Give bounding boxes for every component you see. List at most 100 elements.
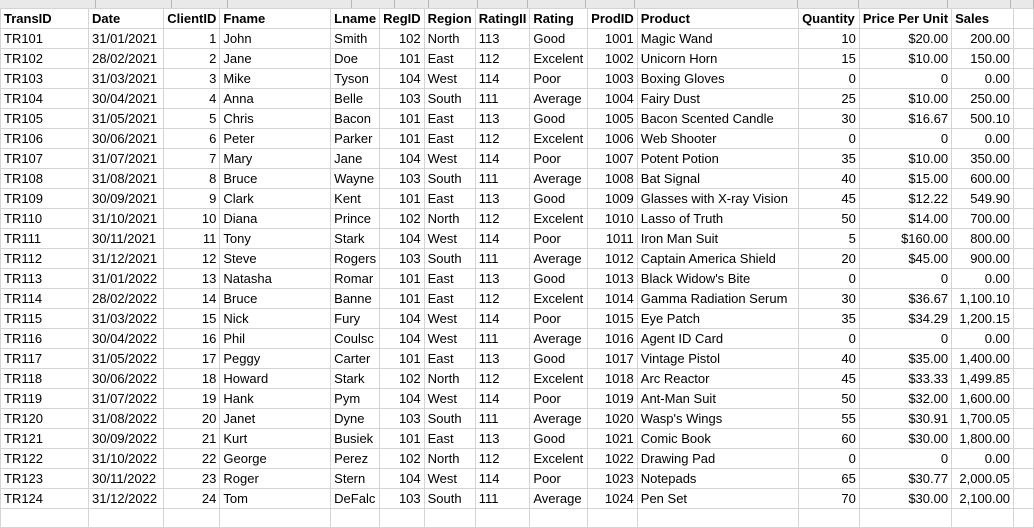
cell-regid[interactable]: 101 [379, 188, 425, 209]
cell-ratingid[interactable]: 113 [474, 188, 531, 209]
cell-sales[interactable]: 1,600.00 [951, 388, 1015, 409]
cell-prodid[interactable]: 1002 [587, 48, 638, 69]
cell-fname[interactable]: Howard [219, 368, 332, 389]
cell-ppu[interactable]: 0 [858, 268, 953, 289]
cell-quantity[interactable]: 70 [798, 488, 860, 509]
cell-region[interactable]: South [423, 408, 476, 429]
cell-fname[interactable]: Natasha [219, 268, 332, 289]
cell-ratingid[interactable]: 112 [474, 128, 531, 149]
cell-lname[interactable]: Stern [330, 468, 381, 489]
cell-prodid[interactable]: 1022 [587, 448, 638, 469]
cell-regid[interactable]: 102 [379, 28, 425, 49]
cell-rating[interactable]: Excelent [529, 48, 589, 69]
cell-rating[interactable]: Good [529, 348, 589, 369]
cell-region[interactable]: West [423, 68, 476, 89]
column-header-5[interactable] [352, 0, 395, 8]
cell-fname[interactable]: Peter [219, 128, 332, 149]
header-cell-regid[interactable]: RegID [379, 8, 425, 29]
cell-clientid[interactable]: 22 [163, 448, 221, 469]
cell-region[interactable]: East [423, 268, 476, 289]
cell-prodid[interactable]: 1012 [587, 248, 638, 269]
cell-extra[interactable] [1013, 168, 1034, 189]
cell-clientid[interactable]: 4 [163, 88, 221, 109]
cell-clientid[interactable]: 1 [163, 28, 221, 49]
cell-clientid[interactable]: 23 [163, 468, 221, 489]
cell-regid[interactable]: 103 [379, 488, 425, 509]
column-header-1[interactable] [0, 0, 96, 8]
cell-sales[interactable]: 200.00 [951, 28, 1015, 49]
cell-ratingid[interactable]: 112 [474, 48, 531, 69]
cell-rating[interactable]: Excelent [529, 208, 589, 229]
cell-sales[interactable]: 0.00 [951, 268, 1015, 289]
cell-fname[interactable] [219, 508, 332, 528]
cell-date[interactable]: 31/12/2022 [88, 488, 165, 509]
cell-extra[interactable] [1013, 508, 1034, 528]
cell-transid[interactable]: TR114 [0, 288, 90, 309]
cell-clientid[interactable]: 24 [163, 488, 221, 509]
cell-ppu[interactable]: $34.29 [858, 308, 953, 329]
cell-regid[interactable]: 104 [379, 388, 425, 409]
cell-extra[interactable] [1013, 48, 1034, 69]
cell-sales[interactable]: 600.00 [951, 168, 1015, 189]
cell-prodid[interactable]: 1005 [587, 108, 638, 129]
cell-clientid[interactable]: 5 [163, 108, 221, 129]
cell-sales[interactable]: 1,200.15 [951, 308, 1015, 329]
cell-extra[interactable] [1013, 368, 1034, 389]
cell-fname[interactable]: Anna [219, 88, 332, 109]
header-cell-region[interactable]: Region [423, 8, 476, 29]
cell-quantity[interactable]: 55 [798, 408, 860, 429]
cell-ppu[interactable] [858, 508, 953, 528]
cell-fname[interactable]: Steve [219, 248, 332, 269]
cell-ppu[interactable]: $30.77 [858, 468, 953, 489]
cell-regid[interactable]: 103 [379, 248, 425, 269]
cell-sales[interactable]: 1,499.85 [951, 368, 1015, 389]
cell-date[interactable]: 31/03/2021 [88, 68, 165, 89]
cell-date[interactable]: 30/11/2021 [88, 228, 165, 249]
cell-quantity[interactable]: 0 [798, 328, 860, 349]
cell-extra[interactable] [1013, 348, 1034, 369]
cell-date[interactable]: 31/12/2021 [88, 248, 165, 269]
header-cell-date[interactable]: Date [88, 8, 165, 29]
cell-ratingid[interactable]: 114 [474, 228, 531, 249]
cell-transid[interactable]: TR109 [0, 188, 90, 209]
cell-rating[interactable]: Poor [529, 228, 589, 249]
cell-rating[interactable]: Excelent [529, 288, 589, 309]
cell-sales[interactable]: 800.00 [951, 228, 1015, 249]
cell-transid[interactable]: TR124 [0, 488, 90, 509]
cell-product[interactable]: Gamma Radiation Serum [636, 288, 800, 309]
cell-product[interactable]: Unicorn Horn [636, 48, 800, 69]
cell-date[interactable]: 28/02/2022 [88, 288, 165, 309]
cell-ppu[interactable]: $12.22 [858, 188, 953, 209]
cell-prodid[interactable]: 1024 [587, 488, 638, 509]
cell-transid[interactable]: TR101 [0, 28, 90, 49]
cell-sales[interactable]: 900.00 [951, 248, 1015, 269]
cell-extra[interactable] [1013, 88, 1034, 109]
cell-ppu[interactable]: 0 [858, 328, 953, 349]
cell-lname[interactable]: Smith [330, 28, 381, 49]
cell-ratingid[interactable]: 114 [474, 68, 531, 89]
cell-quantity[interactable]: 5 [798, 228, 860, 249]
cell-sales[interactable]: 0.00 [951, 328, 1015, 349]
cell-ratingid[interactable]: 111 [474, 408, 531, 429]
cell-fname[interactable]: Mary [219, 148, 332, 169]
cell-sales[interactable]: 0.00 [951, 448, 1015, 469]
header-cell-prodid[interactable]: ProdID [587, 8, 638, 29]
cell-clientid[interactable]: 7 [163, 148, 221, 169]
cell-rating[interactable]: Excelent [529, 368, 589, 389]
cell-product[interactable]: Magic Wand [636, 28, 800, 49]
cell-date[interactable]: 30/06/2022 [88, 368, 165, 389]
cell-prodid[interactable]: 1008 [587, 168, 638, 189]
cell-date[interactable]: 31/05/2022 [88, 348, 165, 369]
cell-prodid[interactable]: 1013 [587, 268, 638, 289]
cell-transid[interactable]: TR123 [0, 468, 90, 489]
cell-prodid[interactable]: 1004 [587, 88, 638, 109]
cell-product[interactable]: Drawing Pad [636, 448, 800, 469]
cell-region[interactable]: East [423, 128, 476, 149]
cell-product[interactable]: Bacon Scented Candle [636, 108, 800, 129]
cell-clientid[interactable]: 21 [163, 428, 221, 449]
spreadsheet-grid[interactable]: TransID Date ClientID Fname Lname RegID Region… [0, 8, 1034, 528]
cell-regid[interactable]: 103 [379, 168, 425, 189]
cell-date[interactable]: 31/01/2021 [88, 28, 165, 49]
cell-ppu[interactable]: $45.00 [858, 248, 953, 269]
column-header-2[interactable] [96, 0, 172, 8]
